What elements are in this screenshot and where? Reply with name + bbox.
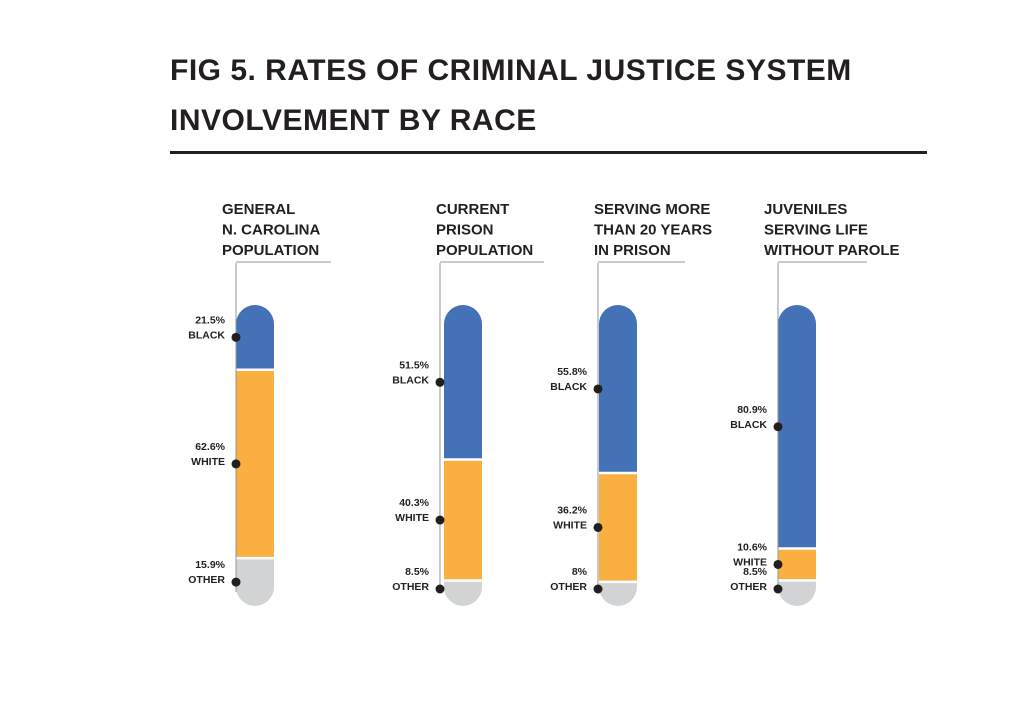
bar-segment-white — [236, 369, 274, 559]
bar-segment-black — [444, 305, 482, 460]
data-label-category: OTHER — [392, 581, 429, 593]
data-label-category: BLACK — [550, 381, 587, 393]
data-label-value: 80.9% — [737, 404, 767, 416]
group-header-line: CURRENT — [436, 201, 509, 218]
data-label-category: OTHER — [188, 574, 225, 586]
value-marker — [593, 522, 603, 532]
data-label-value: 8.5% — [405, 566, 430, 578]
group-header-line: POPULATION — [436, 242, 533, 259]
stacked-bar — [778, 305, 816, 606]
bar-segment-black — [236, 305, 274, 370]
value-marker — [435, 515, 445, 525]
group-header-line: SERVING LIFE — [764, 222, 868, 239]
title-divider — [170, 151, 927, 154]
data-label-category: OTHER — [730, 581, 767, 593]
bar-segment-white — [778, 548, 816, 581]
data-label-value: 40.3% — [399, 497, 429, 509]
stacked-bar — [236, 305, 274, 606]
data-label-category: OTHER — [550, 581, 587, 593]
data-label-category: BLACK — [730, 419, 767, 431]
group-header-line: PRISON — [436, 222, 494, 239]
group-header-line: JUVENILES — [764, 201, 847, 218]
data-label-value: 8.5% — [743, 566, 768, 578]
group-header-line: POPULATION — [222, 242, 319, 259]
value-marker — [435, 377, 445, 387]
bar-segment-white — [444, 459, 482, 581]
data-label-value: 21.5% — [195, 314, 225, 326]
data-label-value: 8% — [572, 566, 588, 578]
chart-title-line-1: FIG 5. RATES OF CRIMINAL JUSTICE SYSTEM — [170, 54, 852, 87]
value-marker — [773, 559, 783, 569]
bar-segment-other — [778, 580, 816, 606]
value-marker — [773, 422, 783, 432]
bar-segment-white — [599, 472, 637, 582]
value-marker — [593, 384, 603, 394]
group-header-line: THAN 20 YEARS — [594, 222, 712, 239]
data-label-value: 36.2% — [557, 504, 587, 516]
group-header-line: IN PRISON — [594, 242, 671, 259]
data-label-category: WHITE — [733, 556, 767, 568]
bar-group-1: GENERAL N. CAROLINA POPULATION 21.5% BLACK 62… — [188, 201, 331, 606]
group-header-line: WITHOUT PAROLE — [764, 242, 900, 259]
bar-segment-other — [599, 581, 637, 606]
data-label-category: WHITE — [191, 456, 225, 468]
value-marker — [231, 332, 241, 342]
value-marker — [231, 577, 241, 587]
data-label-category: WHITE — [395, 512, 429, 524]
stacked-bar — [599, 305, 637, 606]
data-label-category: WHITE — [553, 519, 587, 531]
value-marker — [593, 584, 603, 594]
bar-segment-other — [444, 580, 482, 606]
stacked-bar — [444, 305, 482, 606]
data-label-value: 15.9% — [195, 559, 225, 571]
bar-segment-other — [236, 558, 274, 606]
data-label-value: 55.8% — [557, 366, 587, 378]
data-label-category: BLACK — [188, 329, 225, 341]
data-label-value: 51.5% — [399, 359, 429, 371]
value-marker — [435, 584, 445, 594]
bar-segment-black — [599, 305, 637, 473]
value-marker — [231, 459, 241, 469]
bar-group-4: JUVENILES SERVING LIFE WITHOUT PAROLE 80.9%… — [730, 201, 900, 606]
bar-group-2: CURRENT PRISON POPULATION 51.5% BLACK 40.3% WH… — [392, 201, 544, 606]
group-header-line: SERVING MORE — [594, 201, 710, 218]
group-header-line: N. CAROLINA — [222, 222, 320, 239]
data-label-category: BLACK — [392, 374, 429, 386]
data-label-value: 62.6% — [195, 441, 225, 453]
value-marker — [773, 584, 783, 594]
group-header-line: GENERAL — [222, 201, 295, 218]
bar-segment-black — [778, 305, 816, 549]
bar-group-3: SERVING MORE THAN 20 YEARS IN PRISON 55.8% B… — [550, 201, 712, 606]
data-label-value: 10.6% — [737, 541, 767, 553]
chart-title-line-2: INVOLVEMENT BY RACE — [170, 104, 537, 137]
